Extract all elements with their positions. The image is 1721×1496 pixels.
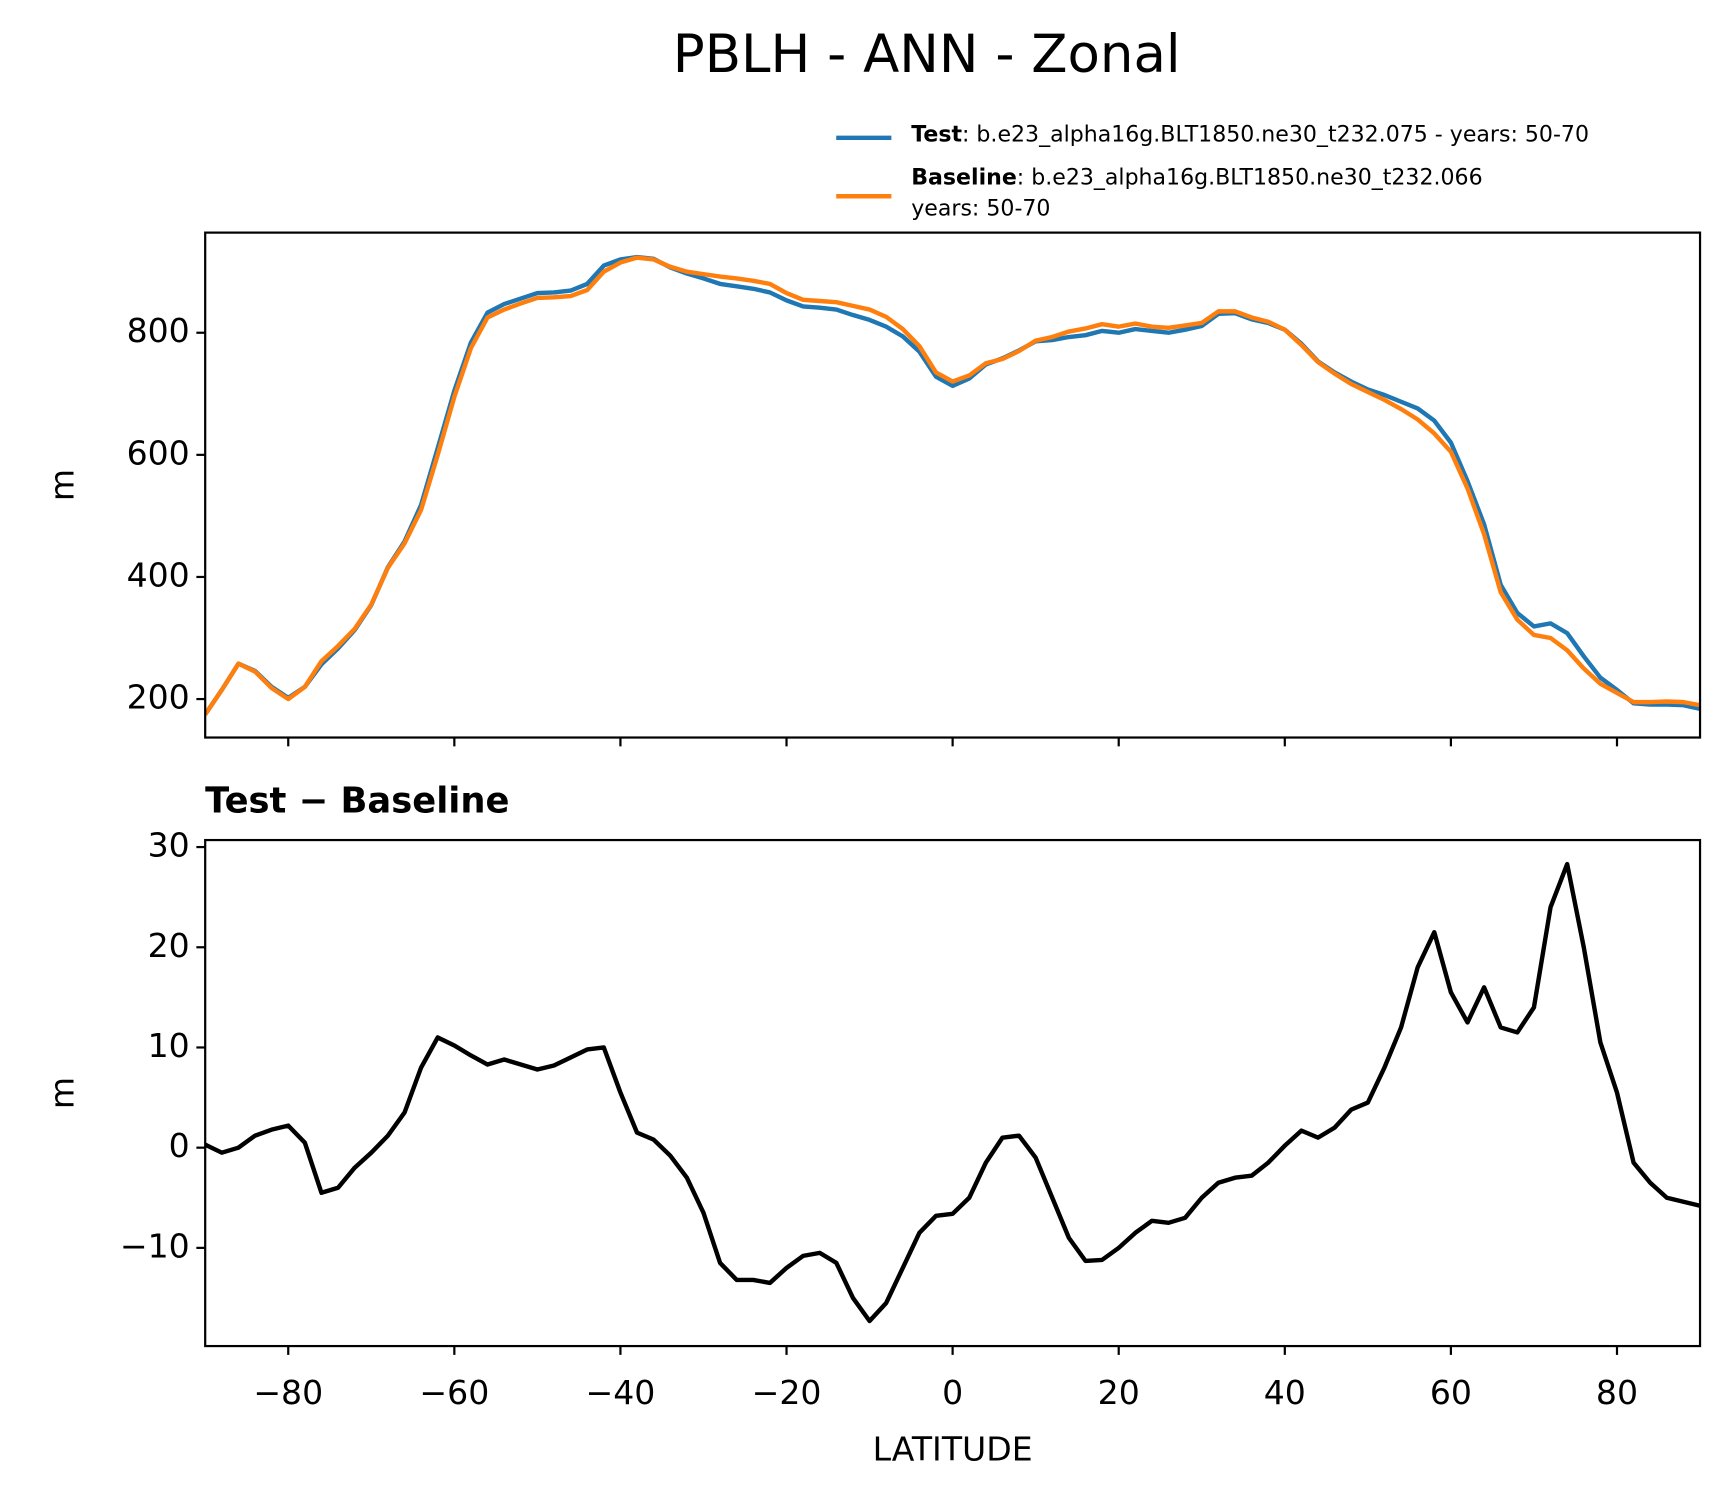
x-tick-label: −60 [419, 1373, 489, 1412]
series-line [205, 861, 1701, 1324]
legend-entry: Test: b.e23_alpha16g.BLT1850.ne30_t232.0… [911, 123, 1589, 148]
legend-label: : b.e23_alpha16g.BLT1850.ne30_t232.075 -… [962, 123, 1589, 148]
y-axis-label: m [42, 1077, 81, 1109]
y-tick-label: −10 [120, 1226, 190, 1265]
x-tick-label: 80 [1596, 1373, 1638, 1412]
y-axis-label: m [42, 469, 81, 501]
y-tick-label: 400 [127, 555, 190, 594]
y-tick-label: 10 [148, 1026, 190, 1065]
legend-label: years: 50-70 [911, 196, 1050, 221]
legend-entry: Baseline: b.e23_alpha16g.BLT1850.ne30_t2… [911, 166, 1482, 222]
x-tick-label: 0 [942, 1373, 963, 1412]
legend-label: : b.e23_alpha16g.BLT1850.ne30_t232.066 [1017, 166, 1483, 191]
legend-name: Baseline [911, 166, 1017, 191]
y-tick-label: 600 [127, 433, 190, 472]
legend-name: Test [911, 123, 962, 148]
y-tick-label: 30 [148, 826, 190, 865]
y-tick-label: 0 [169, 1126, 190, 1165]
series-line [205, 255, 1701, 716]
x-tick-label: 40 [1264, 1373, 1306, 1412]
x-tick-label: −40 [586, 1373, 656, 1412]
figure-title: PBLH - ANN - Zonal [673, 24, 1181, 85]
x-tick-label: −80 [253, 1373, 323, 1412]
y-tick-label: 800 [127, 311, 190, 350]
x-tick-label: 20 [1098, 1373, 1140, 1412]
subplot-title: Test − Baseline [205, 781, 509, 822]
x-axis-label: LATITUDE [873, 1429, 1033, 1468]
x-tick-label: 60 [1430, 1373, 1472, 1412]
x-tick-label: −20 [752, 1373, 822, 1412]
y-tick-label: 200 [127, 678, 190, 717]
y-tick-label: 20 [148, 926, 190, 965]
